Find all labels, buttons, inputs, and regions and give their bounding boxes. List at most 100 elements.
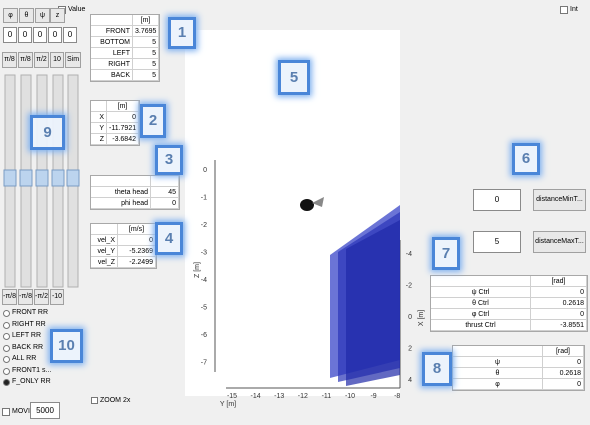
row-label: θ [453,368,543,379]
x-axis-label: X [m] [418,310,425,326]
number-input[interactable]: 0 [33,27,47,43]
checkbox[interactable] [560,6,568,14]
row-label: FRONT [91,26,133,37]
z-tick-label: -3 [201,249,207,256]
vehicle [300,199,314,211]
radio[interactable] [3,321,10,329]
checkbox-label: Int [570,6,578,13]
distance-min-button[interactable]: distanceMinT... [533,189,586,211]
distance-max-input[interactable]: 5 [473,231,521,253]
row-label: RIGHT [91,59,133,70]
row-value: 5 [133,70,159,81]
radio[interactable] [3,310,10,317]
row-value: 0.2618 [531,298,587,309]
row-label: phi head [91,198,151,209]
row-value: -3.6842 [107,134,139,145]
step-button[interactable]: -π/8 [2,289,17,305]
badge: 4 [155,222,183,255]
y-tick-label: -8 [394,393,400,400]
row-label: BOTTOM [91,37,133,48]
row-label: Y [91,123,107,134]
row-value: 0 [107,112,139,123]
row-value: -5.2369 [118,246,156,257]
row-value: -3.8551 [531,320,587,331]
z-tick-label: -7 [201,359,207,366]
row-label: φ Ctrl [431,309,531,320]
header-cell [453,346,543,357]
angle-button[interactable]: θ [19,8,34,23]
radio-label: RIGHT RR [12,320,46,328]
z-axis-label: Z [m] [194,262,201,278]
vehicle-fin [312,197,324,207]
row-value: 0 [151,198,179,209]
step-button[interactable]: -π/8 [18,289,33,305]
radio[interactable] [3,379,10,386]
radio[interactable] [3,333,10,340]
radio-label: ALL RR [12,355,37,362]
step-button[interactable]: Sim [65,52,81,68]
row-label: X [91,112,107,123]
checkbox-label: MOVIE [12,408,35,415]
angle-button[interactable]: φ [3,8,18,23]
radio-label: FRONT RR [12,309,49,316]
x-tick-label: -4 [406,251,412,258]
y-tick-label: -9 [370,393,376,400]
number-input[interactable]: 0 [3,27,17,43]
step-button[interactable]: π/8 [18,52,33,68]
number-input[interactable]: 0 [18,27,32,43]
step-button[interactable]: 10 [50,52,64,68]
z-tick-label: -6 [201,332,207,339]
step-button[interactable]: -π/2 [34,289,49,305]
row-value: 5 [133,59,159,70]
row-label: vel_Y [91,246,118,257]
checkbox[interactable] [2,408,10,416]
number-input[interactable]: 0 [63,27,77,43]
header-cell: [m/s] [118,224,156,235]
table: [m/s] vel_X 0 vel_Y -5.2369 vel_Z -2.2499 [90,223,157,269]
distance-min-input[interactable]: 0 [473,189,521,211]
x-tick-label: -2 [406,282,412,289]
header-cell: [m] [107,101,139,112]
step-button[interactable]: π/8 [2,52,17,68]
table: [m] FRONT 3.7695 BOTTOM 5 LEFT 5 RIGHT 5 BACK 5 [90,14,160,82]
y-tick-label: -10 [345,393,355,400]
row-label: thrust Ctrl [431,320,531,331]
step-button[interactable]: π/2 [34,52,49,68]
y-tick-label: -15 [227,393,237,400]
checkbox-label: ZOOM 2x [100,397,131,404]
table: theta head 45 phi head 0 [90,175,180,210]
radio[interactable] [3,367,10,375]
row-label: ψ Ctrl [431,287,531,298]
header-cell: [rad] [531,276,587,287]
row-value: 0 [118,235,156,246]
angle-button[interactable]: z [50,8,65,23]
radio[interactable] [3,356,10,363]
y-tick-label: -13 [274,393,284,400]
radio-label: F_ONLY RR [12,378,51,385]
movie-input[interactable]: 5000 [30,402,60,419]
x-tick-label: 2 [408,345,412,352]
row-label: vel_Z [91,257,118,268]
badge: 2 [140,104,166,138]
y-tick-label: -11 [322,393,332,400]
badge: 9 [30,115,65,150]
radio-label: BACK RR [12,343,44,351]
step-button[interactable]: -10 [50,289,64,305]
radio-label: FRONT1 s... [12,366,52,374]
header-cell [91,176,151,187]
z-tick-label: -2 [201,222,207,229]
row-label: theta head [91,187,151,198]
header-cell: [m] [133,15,159,26]
radio[interactable] [3,344,10,352]
table: [m] X 0 Y -11.7921 Z -3.6842 [90,100,140,146]
row-label: LEFT [91,48,133,59]
number-input[interactable]: 0 [48,27,62,43]
x-tick-label: 4 [408,377,412,384]
row-label: BACK [91,70,133,81]
angle-button[interactable]: ψ [35,8,50,23]
row-value: -2.2499 [118,257,156,268]
checkbox[interactable] [91,397,98,404]
distance-max-button[interactable]: distanceMaxT... [533,231,586,253]
table: [rad] ψ Ctrl 0 θ Ctrl 0.2618 φ Ctrl 0 thrust Ct… [430,275,588,332]
